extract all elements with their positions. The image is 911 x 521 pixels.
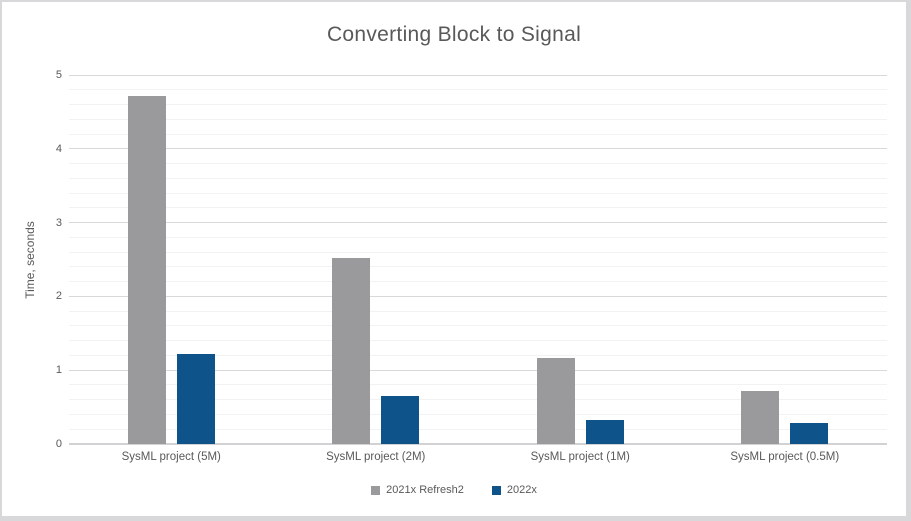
- bar-2022x-2: [381, 396, 420, 444]
- bar-2021x-refresh2-4: [741, 390, 780, 444]
- minor-gridline: [69, 236, 887, 238]
- minor-gridline: [69, 104, 887, 106]
- minor-gridline: [69, 325, 887, 327]
- legend-swatch-icon: [371, 485, 381, 495]
- minor-gridline: [69, 413, 887, 415]
- y-tick-label-0: 0: [55, 438, 62, 450]
- bar-2021x-refresh2-1: [127, 96, 166, 444]
- minor-gridline: [69, 340, 887, 342]
- bar-2022x-1: [176, 353, 215, 444]
- major-gridline: [69, 148, 887, 150]
- x-category-label-2: SysML project (2M): [326, 451, 426, 463]
- minor-gridline: [69, 133, 887, 135]
- minor-gridline: [69, 163, 887, 165]
- minor-gridline: [69, 177, 887, 179]
- legend-label: 2022x: [506, 484, 537, 496]
- major-gridline: [69, 74, 887, 76]
- legend-item-2022x: 2022x: [491, 484, 537, 496]
- x-category-label-3: SysML project (1M): [530, 451, 630, 463]
- legend-label: 2021x Refresh2: [386, 484, 464, 496]
- x-axis-line: [69, 443, 887, 445]
- x-category-label-1: SysML project (5M): [121, 451, 221, 463]
- minor-gridline: [69, 192, 887, 194]
- minor-gridline: [69, 118, 887, 120]
- minor-gridline: [69, 384, 887, 386]
- bar-2021x-refresh2-2: [332, 258, 371, 444]
- y-axis-title: Time, seconds: [23, 221, 37, 299]
- major-gridline: [69, 222, 887, 224]
- y-tick-label-4: 4: [55, 142, 62, 155]
- y-tick-label-2: 2: [55, 290, 62, 303]
- major-gridline: [69, 369, 887, 371]
- y-tick-label-1: 1: [55, 364, 62, 377]
- legend: 2021x Refresh2 2022x: [2, 484, 906, 496]
- plot-area: [69, 74, 887, 445]
- minor-gridline: [69, 310, 887, 312]
- minor-gridline: [69, 251, 887, 253]
- minor-gridline: [69, 399, 887, 401]
- bar-2022x-4: [790, 422, 829, 444]
- chart-title: Converting Block to Signal: [326, 23, 582, 46]
- minor-gridline: [69, 281, 887, 283]
- bar-2022x-3: [585, 419, 624, 444]
- legend-swatch-icon: [491, 485, 501, 495]
- legend-item-2021x-refresh2: 2021x Refresh2: [371, 484, 464, 496]
- major-gridline: [69, 295, 887, 297]
- bar-2021x-refresh2-3: [536, 358, 575, 444]
- y-tick-label-5: 5: [55, 69, 62, 81]
- minor-gridline: [69, 428, 887, 430]
- minor-gridline: [69, 89, 887, 91]
- minor-gridline: [69, 266, 887, 268]
- y-tick-label-3: 3: [55, 216, 62, 229]
- x-category-label-4: SysML project (0.5M): [730, 451, 840, 463]
- minor-gridline: [69, 207, 887, 209]
- minor-gridline: [69, 354, 887, 356]
